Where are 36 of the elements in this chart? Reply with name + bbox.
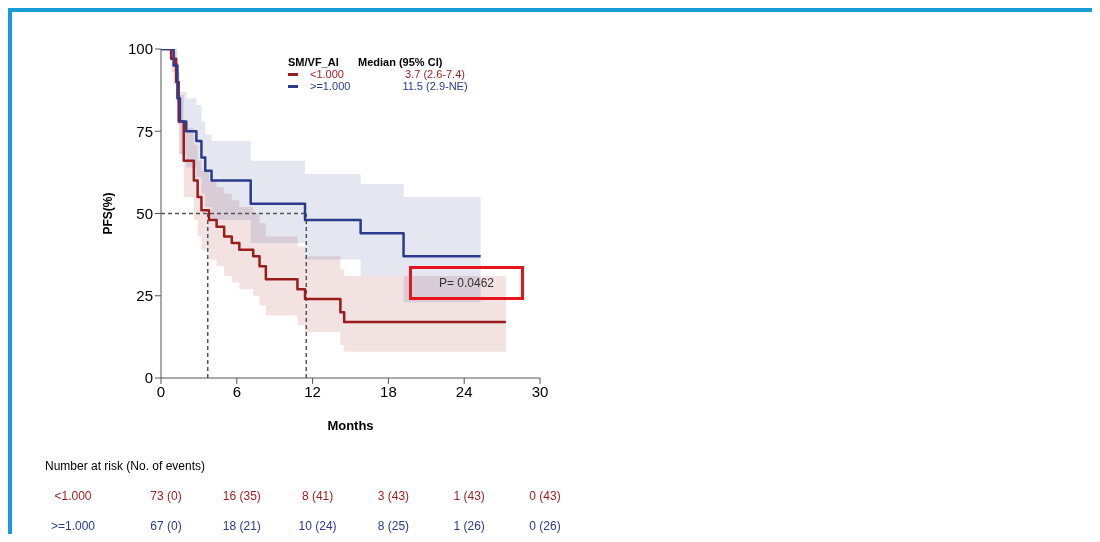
text: Number at risk (No. of events) [45,459,206,473]
text: 16 (35) [221,489,262,503]
annotation: 3.7 (2.6-7.4) [404,68,466,80]
y-tick-label: 0 [144,369,153,387]
x-axis-title: Months [327,418,374,433]
text: >=1.000 [50,519,96,533]
rectangle-outline: P= 0.0462 [409,266,524,300]
text: 0 (43) [528,489,562,503]
text: 10 (24) [297,519,338,533]
x-tick-label: 6 [232,382,241,400]
y-tick-label: 75 [136,122,153,140]
y-tick-label: 100 [127,40,153,58]
text: 67 (0) [149,519,183,533]
text: <1.000 [54,489,92,503]
text: 18 (21) [221,519,262,533]
x-tick-label: 0 [156,382,166,400]
legend-title: SM/VF_AI [288,56,340,68]
y-axis-title: PFS(%) [101,192,116,235]
annotation: P= 0.0462 [438,276,495,290]
text: 73 (0) [149,489,183,503]
text: 0 (26) [528,519,562,533]
annotation: 11.5 (2.9-NE) [401,80,469,92]
y-tick-label: 25 [136,287,153,305]
x-tick-label: 12 [304,382,321,400]
text: 8 (41) [300,489,335,503]
legend-label: >=1.000 [310,80,352,92]
x-tick-label: 18 [380,382,397,400]
annotation: Median (95% CI) [358,56,443,68]
text: 1 (26) [452,519,486,533]
x-tick-label: 30 [531,382,549,400]
text: 8 (25) [376,519,411,533]
legend-label: <1.000 [310,68,345,80]
text: 1 (43) [452,489,486,503]
x-tick-label: 24 [455,382,473,400]
text: 3 (43) [376,489,411,503]
y-tick-label: 50 [136,204,153,222]
